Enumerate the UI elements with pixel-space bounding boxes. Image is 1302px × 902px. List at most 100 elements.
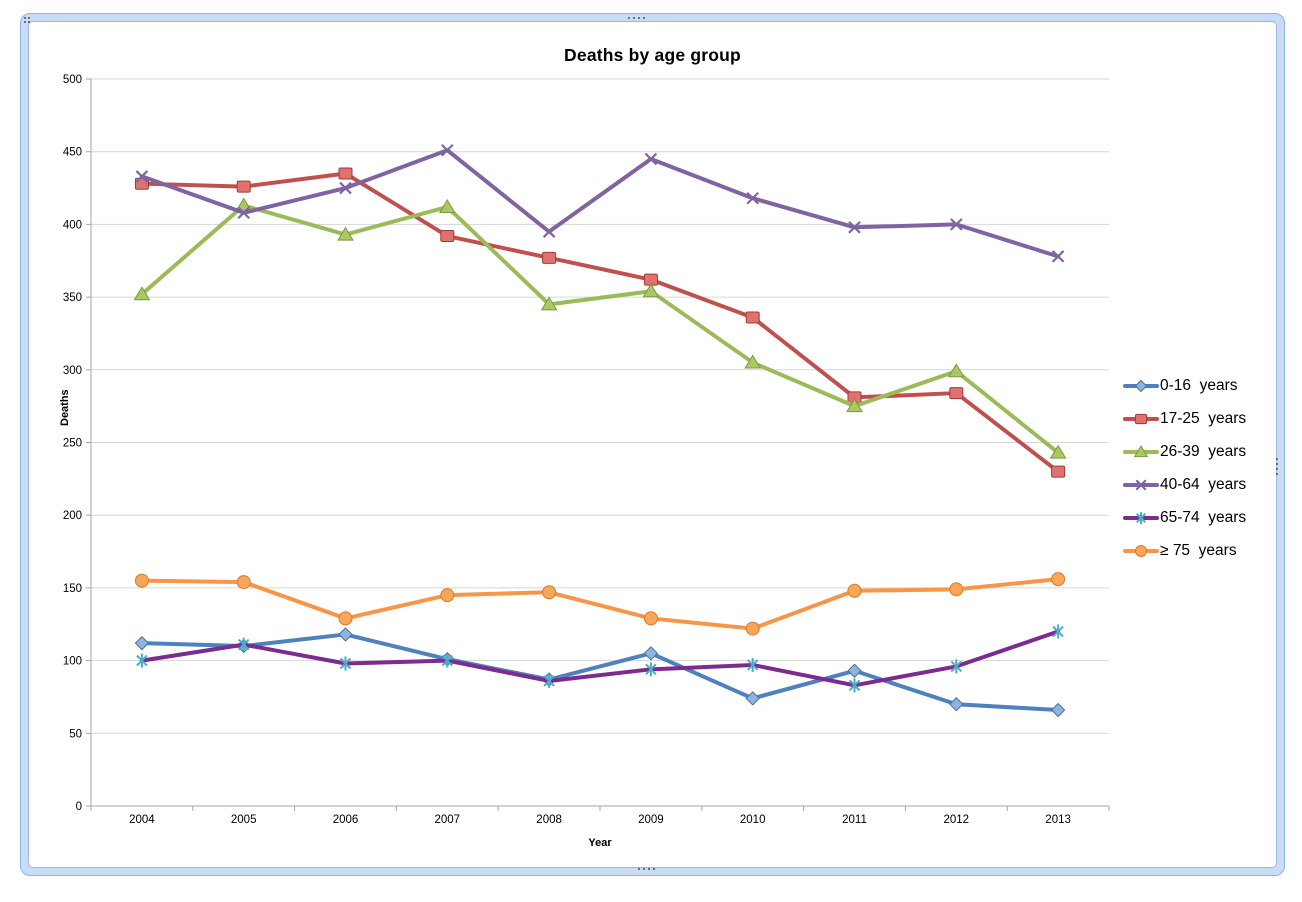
series-3 bbox=[133, 197, 1067, 459]
data-point-marker bbox=[947, 363, 965, 378]
chart-title: Deaths by age group bbox=[564, 45, 741, 65]
x-tick-label: 2006 bbox=[333, 814, 359, 826]
y-tick-label: 0 bbox=[76, 801, 82, 813]
data-point-marker bbox=[745, 691, 760, 706]
data-point-marker bbox=[1050, 702, 1066, 718]
resize-handle-right-center[interactable] bbox=[1276, 458, 1278, 460]
data-point-marker bbox=[441, 143, 454, 157]
data-point-marker bbox=[236, 180, 251, 193]
data-point-marker bbox=[645, 663, 657, 676]
series-6 bbox=[134, 572, 1066, 636]
data-point-marker bbox=[746, 191, 759, 205]
data-point-marker bbox=[1136, 512, 1146, 523]
data-point-marker bbox=[135, 170, 149, 183]
data-point-marker bbox=[136, 654, 148, 667]
legend-label: 17-25 years bbox=[1160, 409, 1247, 427]
data-point-marker bbox=[1134, 413, 1148, 424]
data-point-marker bbox=[440, 588, 455, 603]
data-point-marker bbox=[237, 206, 250, 220]
data-point-marker bbox=[440, 230, 455, 243]
legend-label: 40-64 years bbox=[1160, 475, 1247, 493]
data-point-marker bbox=[543, 675, 555, 687]
series-line bbox=[139, 632, 1061, 713]
data-point-marker bbox=[438, 198, 456, 213]
x-tick-label: 2012 bbox=[944, 814, 970, 826]
resize-handle-top-center[interactable] bbox=[628, 17, 630, 19]
data-point-marker bbox=[338, 627, 353, 642]
data-point-marker bbox=[542, 251, 557, 264]
data-point-marker bbox=[848, 679, 861, 692]
y-tick-label: 400 bbox=[63, 219, 82, 231]
x-tick-label: 2010 bbox=[740, 814, 766, 826]
x-axis-title: Year bbox=[588, 837, 612, 849]
legend-marker-icon bbox=[1123, 413, 1159, 424]
chart-frame-border: Deaths by age group 0 50 100 150 200 250 300 35… bbox=[20, 13, 1285, 876]
data-point-marker bbox=[133, 286, 151, 301]
data-point-marker bbox=[950, 218, 963, 231]
chart-canvas: Deaths by age group 0 50 100 150 200 250 300 35… bbox=[28, 21, 1277, 868]
data-point-marker bbox=[441, 654, 454, 667]
data-point-marker bbox=[848, 221, 861, 234]
data-point-marker bbox=[745, 311, 760, 324]
legend-item-2: 17-25 years bbox=[1123, 402, 1246, 435]
y-tick-label: 300 bbox=[63, 365, 82, 377]
data-point-marker bbox=[1134, 544, 1148, 557]
data-point-marker bbox=[949, 697, 964, 712]
data-point-marker bbox=[950, 660, 963, 673]
legend-label: 0-16 years bbox=[1160, 376, 1238, 394]
y-tick-label: 150 bbox=[63, 583, 82, 595]
x-tick-label: 2004 bbox=[129, 814, 155, 826]
data-point-marker bbox=[339, 181, 352, 195]
legend-marker-icon bbox=[1123, 379, 1159, 392]
data-point-marker bbox=[847, 583, 862, 598]
y-tick-label: 350 bbox=[63, 292, 82, 304]
data-point-marker bbox=[846, 398, 863, 413]
series-line bbox=[139, 171, 1061, 474]
legend: 0-16 years 17-25 years 26-39 years 40-64 ye… bbox=[1123, 369, 1246, 567]
resize-handle-bottom-center[interactable] bbox=[638, 868, 640, 870]
resize-handle-top-left[interactable] bbox=[24, 17, 26, 19]
data-point-marker bbox=[642, 283, 660, 298]
legend-label: ≥ 75 years bbox=[1160, 541, 1237, 559]
y-axis-title: Deaths bbox=[59, 389, 71, 426]
data-point-marker bbox=[643, 611, 658, 626]
data-point-marker bbox=[746, 659, 759, 671]
data-point-marker bbox=[1052, 625, 1064, 638]
data-point-marker bbox=[1051, 250, 1065, 263]
series-line bbox=[139, 148, 1061, 259]
data-point-marker bbox=[134, 635, 150, 651]
data-point-marker bbox=[134, 573, 149, 588]
data-point-marker bbox=[338, 167, 353, 180]
data-point-marker bbox=[847, 663, 862, 678]
legend-marker-icon bbox=[1123, 544, 1159, 557]
data-point-marker bbox=[542, 225, 556, 238]
x-tick-label: 2007 bbox=[435, 814, 461, 826]
y-tick-label: 50 bbox=[69, 728, 82, 740]
data-point-marker bbox=[643, 646, 659, 661]
series-5 bbox=[136, 624, 1064, 693]
y-tick-label: 200 bbox=[63, 510, 82, 522]
data-point-marker bbox=[745, 621, 760, 636]
legend-label: 26-39 years bbox=[1160, 442, 1247, 460]
data-point-marker bbox=[1134, 379, 1148, 392]
data-point-marker bbox=[1051, 465, 1066, 478]
y-tick-label: 100 bbox=[63, 656, 82, 668]
series-line bbox=[139, 629, 1061, 688]
series-line bbox=[139, 203, 1061, 455]
data-point-marker bbox=[949, 387, 964, 400]
x-tick-label: 2013 bbox=[1045, 814, 1071, 826]
legend-item-3: 26-39 years bbox=[1123, 435, 1246, 468]
legend-marker-icon bbox=[1123, 479, 1159, 490]
data-point-marker bbox=[237, 638, 250, 651]
x-tick-label: 2009 bbox=[638, 814, 664, 826]
data-point-marker bbox=[236, 575, 251, 590]
legend-marker-icon bbox=[1123, 444, 1159, 457]
legend-item-1: 0-16 years bbox=[1123, 369, 1246, 402]
x-tick-label: 2011 bbox=[842, 814, 867, 826]
y-tick-label: 500 bbox=[63, 74, 82, 86]
data-point-marker bbox=[339, 657, 352, 670]
data-point-marker bbox=[542, 585, 557, 600]
series-4 bbox=[135, 143, 1065, 263]
plot-area: 0 50 100 150 200 250 300 350 400 450 500 2004 2005 20… bbox=[63, 74, 1110, 826]
x-tick-label: 2008 bbox=[536, 814, 562, 826]
